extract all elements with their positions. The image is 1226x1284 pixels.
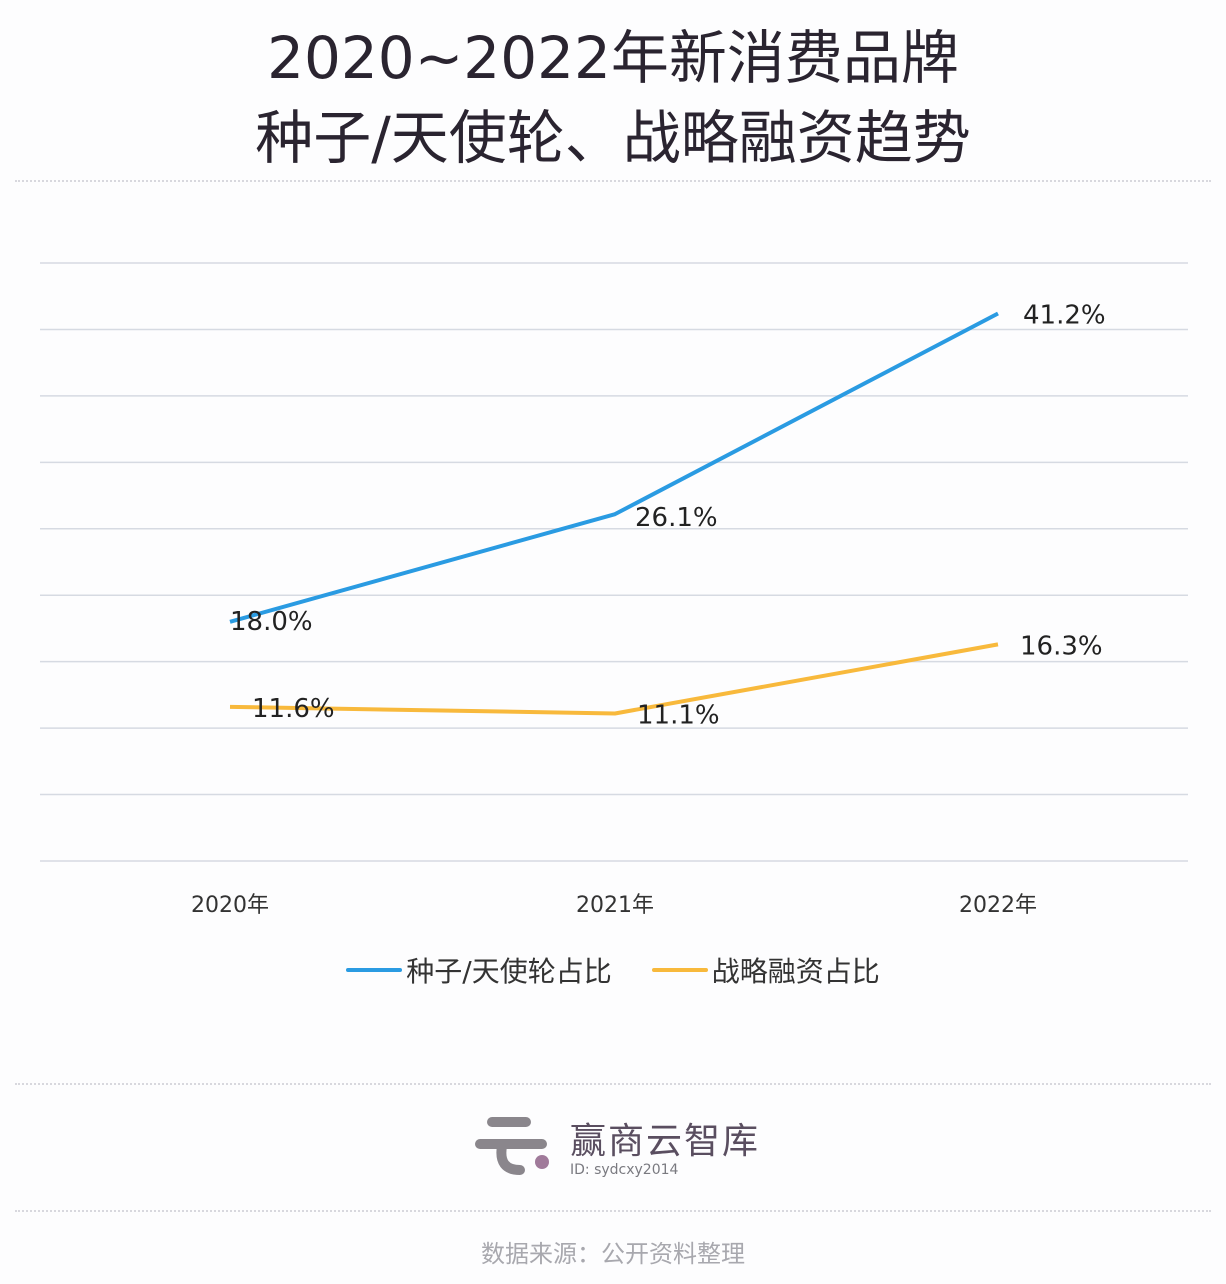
legend: 种子/天使轮占比 战略融资占比 — [0, 950, 1226, 990]
chart-title-line1: 2020~2022年新消费品牌 — [267, 24, 959, 92]
brand-logo-icon — [475, 1117, 549, 1175]
line-chart: 2020年 2021年 2022年 18.0% 26.1% 41.2% 11.6% 11.1%… — [40, 262, 1188, 918]
legend-swatch-blue — [346, 968, 403, 972]
data-source: 数据来源：公开资料整理 — [481, 1240, 745, 1268]
x-tick-label: 2021年 — [576, 893, 654, 918]
legend-label: 战略融资占比 — [711, 955, 880, 988]
x-tick-label: 2022年 — [959, 893, 1037, 918]
divider — [15, 180, 1211, 182]
legend-swatch-orange — [651, 968, 708, 972]
legend-label: 种子/天使轮占比 — [406, 955, 612, 988]
divider — [15, 1210, 1211, 1212]
series-line — [229, 642, 999, 716]
data-label: 16.3% — [1020, 631, 1103, 661]
data-label: 11.1% — [637, 700, 720, 730]
x-tick-label: 2020年 — [191, 893, 269, 918]
brand-id: ID: sydcxy2014 — [570, 1162, 679, 1178]
divider — [15, 1083, 1211, 1085]
brand-name: 赢商云智库 — [570, 1121, 761, 1162]
data-label: 11.6% — [252, 694, 335, 724]
series-line — [229, 311, 999, 624]
legend-item-seed: 种子/天使轮占比 — [346, 950, 612, 990]
data-label: 18.0% — [230, 607, 313, 637]
legend-item-strategic: 战略融资占比 — [651, 950, 880, 990]
data-label: 41.2% — [1023, 300, 1106, 330]
data-label: 26.1% — [635, 503, 718, 533]
chart-title-line2: 种子/天使轮、战略融资趋势 — [255, 104, 971, 172]
